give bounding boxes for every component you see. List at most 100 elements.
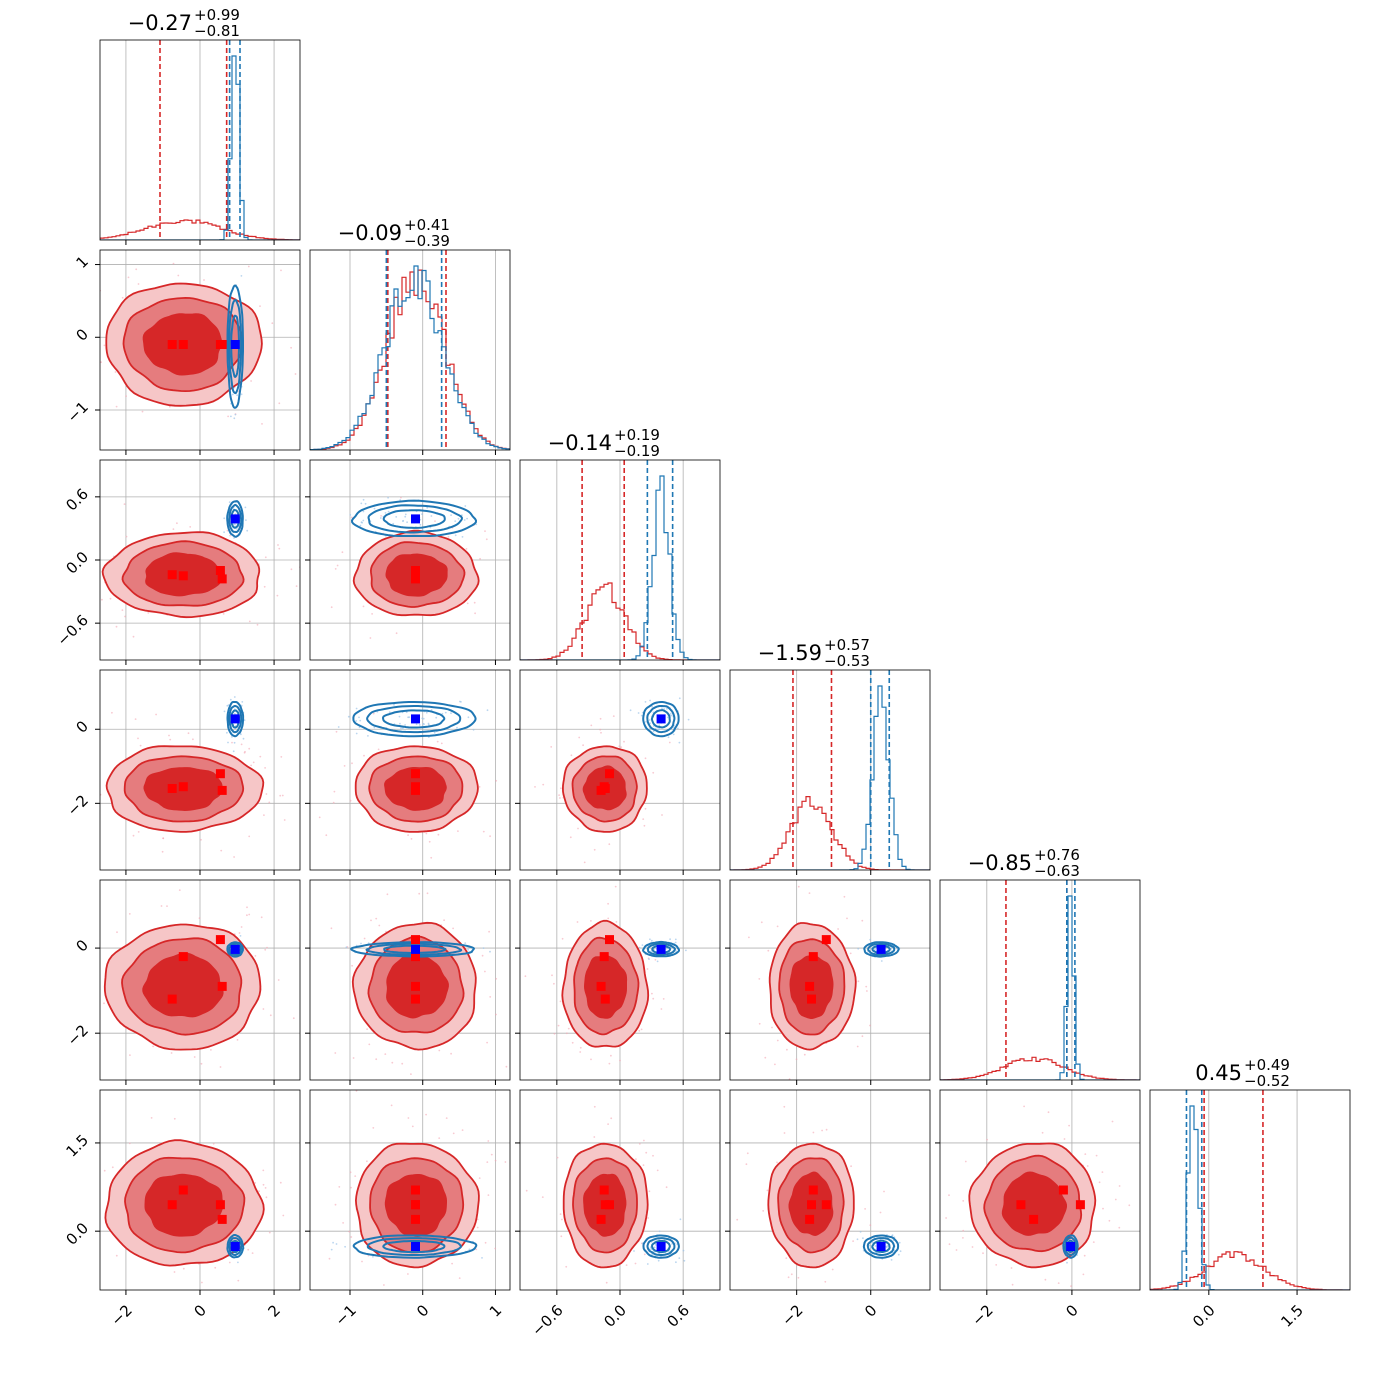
red-sample-point xyxy=(482,830,485,833)
red-sample-point xyxy=(307,603,309,605)
blue-sample-point xyxy=(435,716,438,719)
red-sample-point xyxy=(635,1158,637,1160)
red-sample-point xyxy=(803,1053,806,1056)
red-sample-point xyxy=(1092,1241,1095,1243)
red-sample-point xyxy=(490,1153,493,1156)
red-sample-point xyxy=(93,805,95,807)
red-sample-point xyxy=(116,931,118,934)
blue-sample-point xyxy=(674,941,677,944)
blue-histogram xyxy=(940,895,1140,1080)
panel-title: −0.09 +0.41−0.39 xyxy=(338,216,450,250)
red-truth-marker xyxy=(605,769,614,779)
red-sample-point xyxy=(861,919,864,922)
blue-histogram xyxy=(730,685,930,870)
red-sample-point xyxy=(240,926,243,928)
panel-4-4: −0.85 +0.76−0.63 xyxy=(939,846,1141,1085)
blue-sample-point xyxy=(423,723,425,725)
panel-0-0: −0.27 +0.99−0.81 xyxy=(99,6,301,245)
red-sample-point xyxy=(410,1073,412,1075)
blue-sample-point xyxy=(468,1248,471,1251)
red-sample-point xyxy=(1083,1254,1086,1257)
blue-sample-point xyxy=(674,938,677,941)
x-tick-label: 0.0 xyxy=(600,1301,630,1331)
red-truth-marker xyxy=(178,571,188,581)
red-sample-point xyxy=(771,1026,773,1029)
red-sample-point xyxy=(244,750,246,753)
red-sample-point xyxy=(349,799,352,802)
red-sample-point xyxy=(551,982,553,984)
red-sample-point xyxy=(494,1247,497,1250)
red-sample-point xyxy=(505,1065,508,1068)
red-sample-point xyxy=(124,615,126,618)
red-truth-marker xyxy=(411,566,420,575)
blue-contour xyxy=(651,1240,671,1254)
red-sample-point xyxy=(478,1177,481,1179)
red-sample-point xyxy=(248,620,251,623)
title-minus: −0.39 xyxy=(404,232,450,250)
blue-sample-point xyxy=(482,947,485,949)
red-sample-point xyxy=(111,1166,114,1169)
red-sample-point xyxy=(646,968,649,970)
blue-sample-point xyxy=(649,938,651,941)
red-sample-point xyxy=(758,1022,761,1025)
red-sample-point xyxy=(391,1061,394,1064)
red-sample-point xyxy=(1011,1283,1014,1286)
red-sample-point xyxy=(222,613,225,615)
panel-frame xyxy=(729,1089,931,1291)
red-sample-point xyxy=(487,1140,490,1142)
red-sample-point xyxy=(129,1054,131,1056)
blue-contour xyxy=(867,943,896,956)
red-sample-point xyxy=(294,373,297,375)
red-sample-point xyxy=(1111,1120,1114,1123)
red-sample-point xyxy=(668,741,671,744)
blue-sample-point xyxy=(869,938,872,941)
red-sample-point xyxy=(474,612,476,615)
red-sample-point xyxy=(128,913,131,915)
red-sample-point xyxy=(638,1029,641,1032)
red-sample-point xyxy=(326,1082,328,1084)
blue-sample-point xyxy=(463,519,466,521)
red-sample-point xyxy=(1086,1165,1089,1167)
red-sample-point xyxy=(88,583,90,585)
red-sample-point xyxy=(350,1236,353,1238)
red-sample-point xyxy=(350,516,353,519)
blue-contour xyxy=(366,1237,462,1256)
y-tick-label: 0 xyxy=(73,717,92,736)
panel-content xyxy=(88,460,309,660)
red-sample-point xyxy=(642,818,645,820)
blue-sample-point xyxy=(678,1257,681,1259)
red-sample-point xyxy=(366,1160,368,1163)
y-tick-label: −0.6 xyxy=(54,611,92,649)
red-sample-point xyxy=(541,1196,544,1198)
blue-sample-point xyxy=(349,514,352,516)
red-sample-point xyxy=(608,843,611,846)
red-truth-marker xyxy=(807,994,816,1004)
red-sample-point xyxy=(362,605,365,608)
red-sample-point xyxy=(418,892,421,895)
red-sample-point xyxy=(1070,1285,1072,1287)
x-tick-label: 0 xyxy=(190,1301,209,1320)
red-sample-point xyxy=(277,979,280,981)
red-sample-point xyxy=(593,1136,596,1138)
red-sample-point xyxy=(1047,1111,1050,1114)
title-plus: +0.99 xyxy=(194,6,240,24)
red-sample-point xyxy=(325,834,328,837)
red-truth-marker xyxy=(411,935,420,945)
red-sample-point xyxy=(137,737,139,740)
red-sample-point xyxy=(457,830,459,832)
red-sample-point xyxy=(169,877,171,879)
red-sample-point xyxy=(593,1105,596,1108)
red-sample-point xyxy=(115,625,118,628)
red-sample-point xyxy=(168,405,171,408)
red-sample-point xyxy=(384,1053,387,1055)
panel-5-4: −2 0 xyxy=(935,1089,1141,1330)
red-sample-point xyxy=(962,1237,964,1239)
blue-contour xyxy=(382,509,446,529)
red-sample-point xyxy=(783,1105,786,1108)
red-sample-point xyxy=(831,1268,834,1271)
red-sample-point xyxy=(363,754,365,757)
red-sample-point xyxy=(767,949,770,952)
red-contour-inner xyxy=(1001,1171,1067,1236)
blue-sample-point xyxy=(454,520,457,522)
red-sample-point xyxy=(334,568,337,570)
